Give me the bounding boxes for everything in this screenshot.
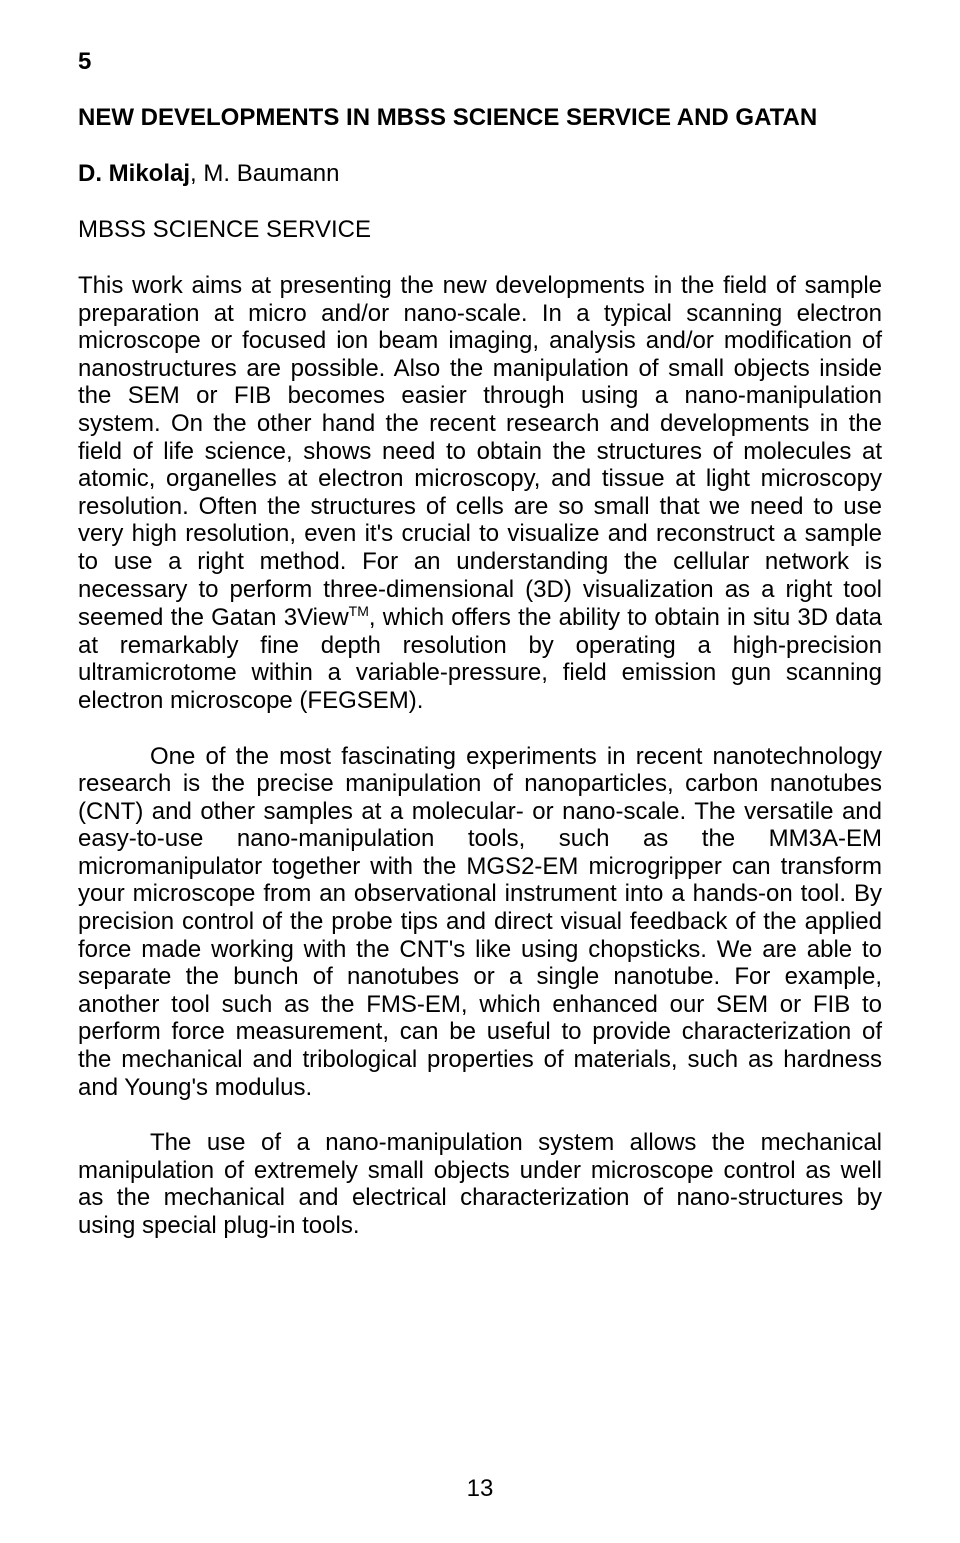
trademark-superscript: TM	[349, 603, 369, 619]
paragraph-1-text-a: This work aims at presenting the new dev…	[78, 272, 882, 631]
page-number-top: 5	[78, 48, 882, 76]
document-title: NEW DEVELOPMENTS IN MBSS SCIENCE SERVICE…	[78, 104, 882, 132]
affiliation: MBSS SCIENCE SERVICE	[78, 216, 882, 244]
page-number-bottom: 13	[0, 1475, 960, 1503]
author-primary: D. Mikolaj	[78, 160, 190, 187]
author-secondary: , M. Baumann	[190, 160, 339, 187]
paragraph-2: One of the most fascinating experiments …	[78, 743, 882, 1102]
paragraph-3: The use of a nano-manipulation system al…	[78, 1129, 882, 1239]
authors-line: D. Mikolaj, M. Baumann	[78, 160, 882, 188]
paragraph-1: This work aims at presenting the new dev…	[78, 272, 882, 715]
